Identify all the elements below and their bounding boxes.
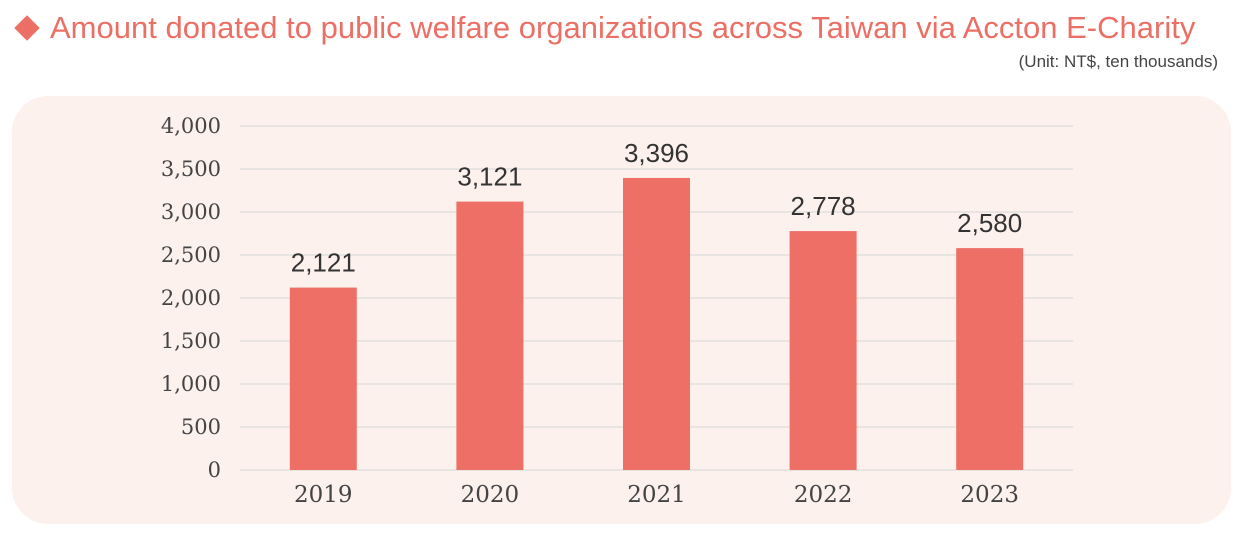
y-tick-label: 500 [181,415,221,439]
y-tick-label: 1,500 [161,329,221,353]
bar-2022 [789,231,857,470]
y-tick-label: 4,000 [161,114,221,138]
bar-2019 [289,287,357,470]
bar-2020 [456,201,524,470]
data-label: 3,396 [624,138,689,168]
label-layer: 0 500 1,000 1,500 2,000 2,500 3,000 3,500 4,000 2… [161,114,1022,508]
y-tick-label: 0 [208,458,221,482]
x-tick-label: 2023 [960,482,1019,508]
title-row: Amount donated to public welfare organiz… [14,10,1195,46]
data-label: 2,778 [791,191,856,221]
chart-panel [12,96,1231,524]
data-label: 2,580 [957,208,1022,238]
x-tick-label: 2021 [627,482,686,508]
y-tick-label: 2,500 [161,243,221,267]
x-tick-label: 2022 [794,482,853,508]
y-tick-label: 3,500 [161,157,221,181]
data-label: 3,121 [457,162,522,192]
bar-2023 [956,248,1024,470]
y-tick-label: 3,000 [161,200,221,224]
data-label: 2,121 [291,248,356,278]
unit-note: (Unit: NT$, ten thousands) [1018,52,1218,71]
bar-layer [289,177,1024,470]
chart-title: Amount donated to public welfare organiz… [50,10,1196,45]
y-tick-label: 2,000 [161,286,221,310]
x-tick-label: 2019 [294,482,353,508]
bar-2021 [623,177,690,470]
x-tick-label: 2020 [461,482,520,508]
y-tick-label: 1,000 [161,372,221,396]
